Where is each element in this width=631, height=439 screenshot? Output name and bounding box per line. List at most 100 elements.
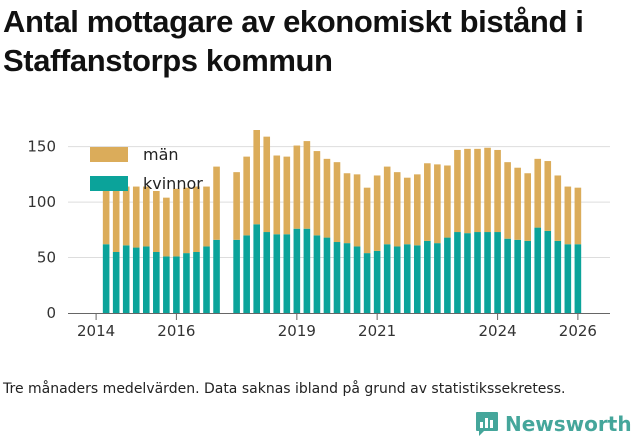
- bar-kvinnor: [484, 232, 491, 313]
- bar-man: [263, 136, 271, 233]
- bar-man: [323, 158, 331, 238]
- chart-title: Antal mottagare av ekonomiskt bistånd i …: [3, 4, 584, 78]
- bar-kvinnor: [293, 228, 301, 313]
- bar-kvinnor: [243, 235, 250, 313]
- bar-man: [464, 148, 471, 234]
- bar-man: [313, 151, 321, 236]
- bar-kvinnor: [183, 253, 190, 313]
- bar-man: [203, 186, 210, 247]
- bar-man: [383, 166, 391, 245]
- x-tick-label: 2016: [157, 322, 195, 340]
- bar-kvinnor: [554, 240, 562, 313]
- bar-man: [574, 187, 582, 245]
- bar-kvinnor: [112, 252, 120, 313]
- bar-man: [273, 155, 281, 235]
- bar-man: [534, 158, 542, 228]
- bar-man: [434, 164, 441, 244]
- bar-man: [333, 162, 341, 243]
- bar-kvinnor: [504, 238, 511, 313]
- brand-logo-block[interactable]: Newsworthy: [475, 409, 631, 439]
- bar-kvinnor: [363, 253, 371, 313]
- newsworthy-logo-icon: [476, 412, 498, 436]
- bar-kvinnor: [263, 232, 271, 313]
- bars: [102, 130, 582, 313]
- bar-kvinnor: [323, 237, 331, 313]
- bar-man: [564, 186, 572, 245]
- bar-kvinnor: [353, 246, 361, 313]
- bar-kvinnor: [303, 228, 311, 313]
- bar-kvinnor: [544, 230, 552, 313]
- bar-man: [454, 149, 461, 233]
- x-tick-label: 2019: [278, 322, 316, 340]
- axes: 0 50 100 150 2014 2016 2019 2021 2024 2026: [27, 138, 610, 340]
- bar-man: [474, 148, 481, 233]
- bar-kvinnor: [373, 250, 381, 313]
- bar-kvinnor: [273, 234, 281, 313]
- legend-swatch: [90, 176, 128, 191]
- bar-kvinnor: [424, 240, 431, 313]
- x-tick-label: 2024: [478, 322, 516, 340]
- bar-kvinnor: [333, 242, 341, 313]
- bar-man: [233, 172, 240, 240]
- bar-man: [183, 187, 190, 254]
- legend-label: kvinnor: [143, 174, 203, 193]
- x-tick-label: 2014: [77, 322, 115, 340]
- bar-man: [484, 147, 491, 233]
- bar-kvinnor: [283, 234, 291, 313]
- bar-man: [373, 175, 381, 251]
- bar-man: [554, 175, 562, 241]
- bar-kvinnor: [343, 243, 351, 313]
- bar-man: [303, 141, 311, 229]
- bar-kvinnor: [444, 237, 451, 313]
- bar-kvinnor: [413, 245, 421, 313]
- bar-man: [193, 186, 200, 252]
- brand-name: Newsworthy: [505, 412, 631, 436]
- bar-man: [444, 165, 451, 238]
- bar-man: [514, 167, 521, 240]
- bar-man: [504, 162, 511, 239]
- bar-kvinnor: [213, 239, 220, 313]
- stacked-bar-chart: 0 50 100 150 2014 2016 2019 2021 2024 2026 män kvi…: [27, 130, 610, 340]
- bar-man: [353, 174, 361, 247]
- bar-kvinnor: [434, 243, 441, 313]
- bar-man: [163, 197, 170, 257]
- bar-kvinnor: [464, 233, 471, 313]
- bar-kvinnor: [132, 247, 140, 313]
- bar-man: [413, 174, 421, 246]
- bar-man: [363, 187, 371, 254]
- bar-man: [243, 156, 250, 236]
- bar-kvinnor: [454, 232, 461, 313]
- bar-man: [283, 156, 291, 235]
- bar-kvinnor: [173, 256, 180, 313]
- bar-man: [424, 163, 431, 241]
- bar-man: [213, 166, 220, 240]
- y-tick-label: 150: [27, 138, 56, 156]
- bar-man: [524, 173, 531, 241]
- bar-kvinnor: [564, 244, 572, 313]
- bar-man: [253, 130, 260, 225]
- bar-kvinnor: [574, 244, 582, 313]
- bar-man: [173, 188, 180, 257]
- bar-kvinnor: [474, 232, 481, 313]
- bar-kvinnor: [534, 227, 542, 313]
- bar-kvinnor: [383, 244, 391, 313]
- bar-kvinnor: [102, 244, 110, 313]
- legend: män kvinnor: [90, 145, 203, 193]
- bar-kvinnor: [313, 235, 321, 313]
- bar-kvinnor: [193, 252, 200, 313]
- bar-man: [122, 186, 130, 246]
- bar-kvinnor: [393, 246, 401, 313]
- bar-man: [293, 145, 301, 229]
- bar-man: [403, 177, 411, 245]
- y-tick-label: 50: [37, 249, 56, 267]
- legend-swatch: [90, 147, 128, 162]
- bar-kvinnor: [153, 252, 160, 313]
- x-tick-label: 2026: [559, 322, 597, 340]
- bar-man: [132, 186, 140, 248]
- bar-kvinnor: [494, 232, 501, 313]
- y-tick-label: 0: [46, 304, 56, 322]
- bar-man: [102, 186, 110, 245]
- bar-kvinnor: [524, 240, 531, 313]
- bar-kvinnor: [233, 239, 240, 313]
- bar-man: [393, 172, 401, 247]
